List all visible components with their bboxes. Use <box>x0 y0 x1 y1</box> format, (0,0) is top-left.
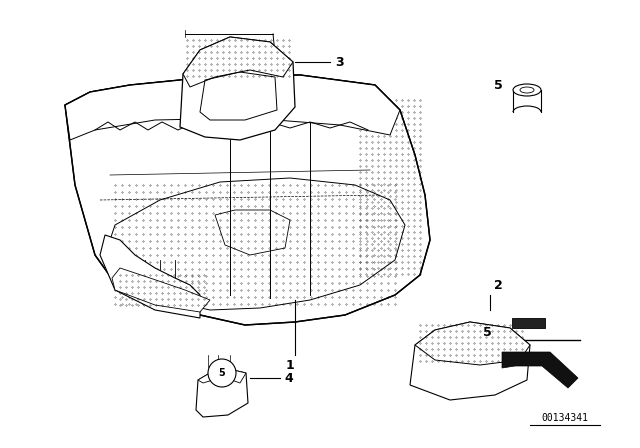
Polygon shape <box>512 318 545 328</box>
Polygon shape <box>112 268 210 312</box>
Text: 4: 4 <box>284 371 292 384</box>
Text: 5: 5 <box>219 368 225 378</box>
Polygon shape <box>100 235 200 318</box>
Text: 3: 3 <box>335 56 344 69</box>
Text: 1: 1 <box>285 358 294 371</box>
Polygon shape <box>65 75 430 325</box>
Polygon shape <box>180 37 295 140</box>
Polygon shape <box>105 178 405 310</box>
Circle shape <box>208 359 236 387</box>
Ellipse shape <box>513 84 541 96</box>
Polygon shape <box>183 37 293 87</box>
Text: 5: 5 <box>483 326 492 339</box>
Polygon shape <box>65 75 400 140</box>
Text: 5: 5 <box>494 78 503 91</box>
Polygon shape <box>415 322 530 365</box>
Polygon shape <box>502 352 578 388</box>
Polygon shape <box>198 367 246 383</box>
Polygon shape <box>196 367 248 417</box>
Text: 2: 2 <box>494 279 503 292</box>
Text: 00134341: 00134341 <box>541 413 589 423</box>
Polygon shape <box>410 322 530 400</box>
